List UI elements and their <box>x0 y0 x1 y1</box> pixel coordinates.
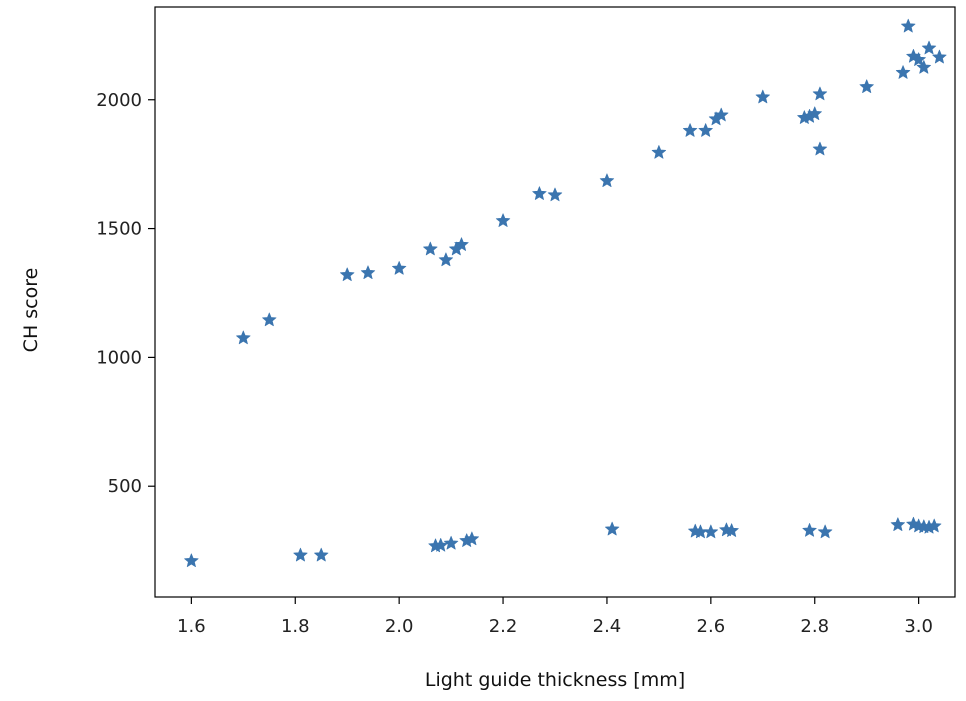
data-point <box>895 65 911 79</box>
x-tick-label: 2.8 <box>800 616 829 637</box>
data-point <box>682 123 698 137</box>
data-point <box>817 524 833 539</box>
data-point <box>360 265 376 280</box>
y-axis-label: CH score <box>20 268 42 353</box>
data-point <box>340 267 355 282</box>
data-point <box>293 547 308 562</box>
data-point <box>807 106 822 121</box>
data-point <box>236 330 251 345</box>
data-point <box>927 518 942 533</box>
data-point <box>464 531 480 546</box>
x-tick-label: 2.0 <box>385 616 414 637</box>
data-point <box>651 145 667 159</box>
data-point <box>911 52 926 66</box>
data-point <box>314 547 329 562</box>
data-point <box>859 79 874 93</box>
data-point <box>703 524 718 539</box>
data-point <box>901 18 916 33</box>
y-tick-label: 1000 <box>96 347 142 368</box>
y-tick-label: 500 <box>108 476 142 497</box>
x-tick-label: 2.6 <box>697 616 726 637</box>
x-tick-label: 1.6 <box>177 616 206 637</box>
data-point <box>184 553 199 568</box>
x-tick-label: 3.0 <box>904 616 933 637</box>
data-point <box>802 523 817 537</box>
data-point <box>392 261 407 275</box>
x-tick-label: 1.8 <box>281 616 310 637</box>
data-point <box>890 517 905 531</box>
data-point <box>812 86 828 101</box>
data-point <box>532 186 547 200</box>
data-point <box>916 60 931 74</box>
data-point <box>262 312 277 327</box>
x-tick-label: 2.4 <box>593 616 622 637</box>
data-point <box>433 537 448 552</box>
data-point <box>423 241 438 256</box>
y-tick-label: 2000 <box>96 90 142 111</box>
data-point <box>714 107 729 122</box>
axis-ticks: 1.6 1.8 2.0 2.2 2.4 2.6 2.8 3.0 500 1000 1500 2000 <box>96 90 933 637</box>
data-point <box>698 123 713 137</box>
x-tick-label: 2.2 <box>489 616 518 637</box>
data-point <box>443 535 459 550</box>
data-point <box>495 213 511 227</box>
data-point <box>921 40 937 55</box>
y-tick-label: 1500 <box>96 219 142 240</box>
data-point <box>932 49 947 64</box>
data-point <box>438 252 454 267</box>
x-axis-label: Light guide thickness [mm] <box>425 669 685 691</box>
plot-frame <box>154 6 956 598</box>
data-point <box>755 89 770 104</box>
data-points <box>184 18 947 568</box>
data-point <box>724 523 739 537</box>
data-point <box>454 237 469 251</box>
data-point <box>599 173 615 188</box>
data-point <box>547 187 563 202</box>
data-point <box>605 521 620 536</box>
data-point <box>812 141 828 156</box>
